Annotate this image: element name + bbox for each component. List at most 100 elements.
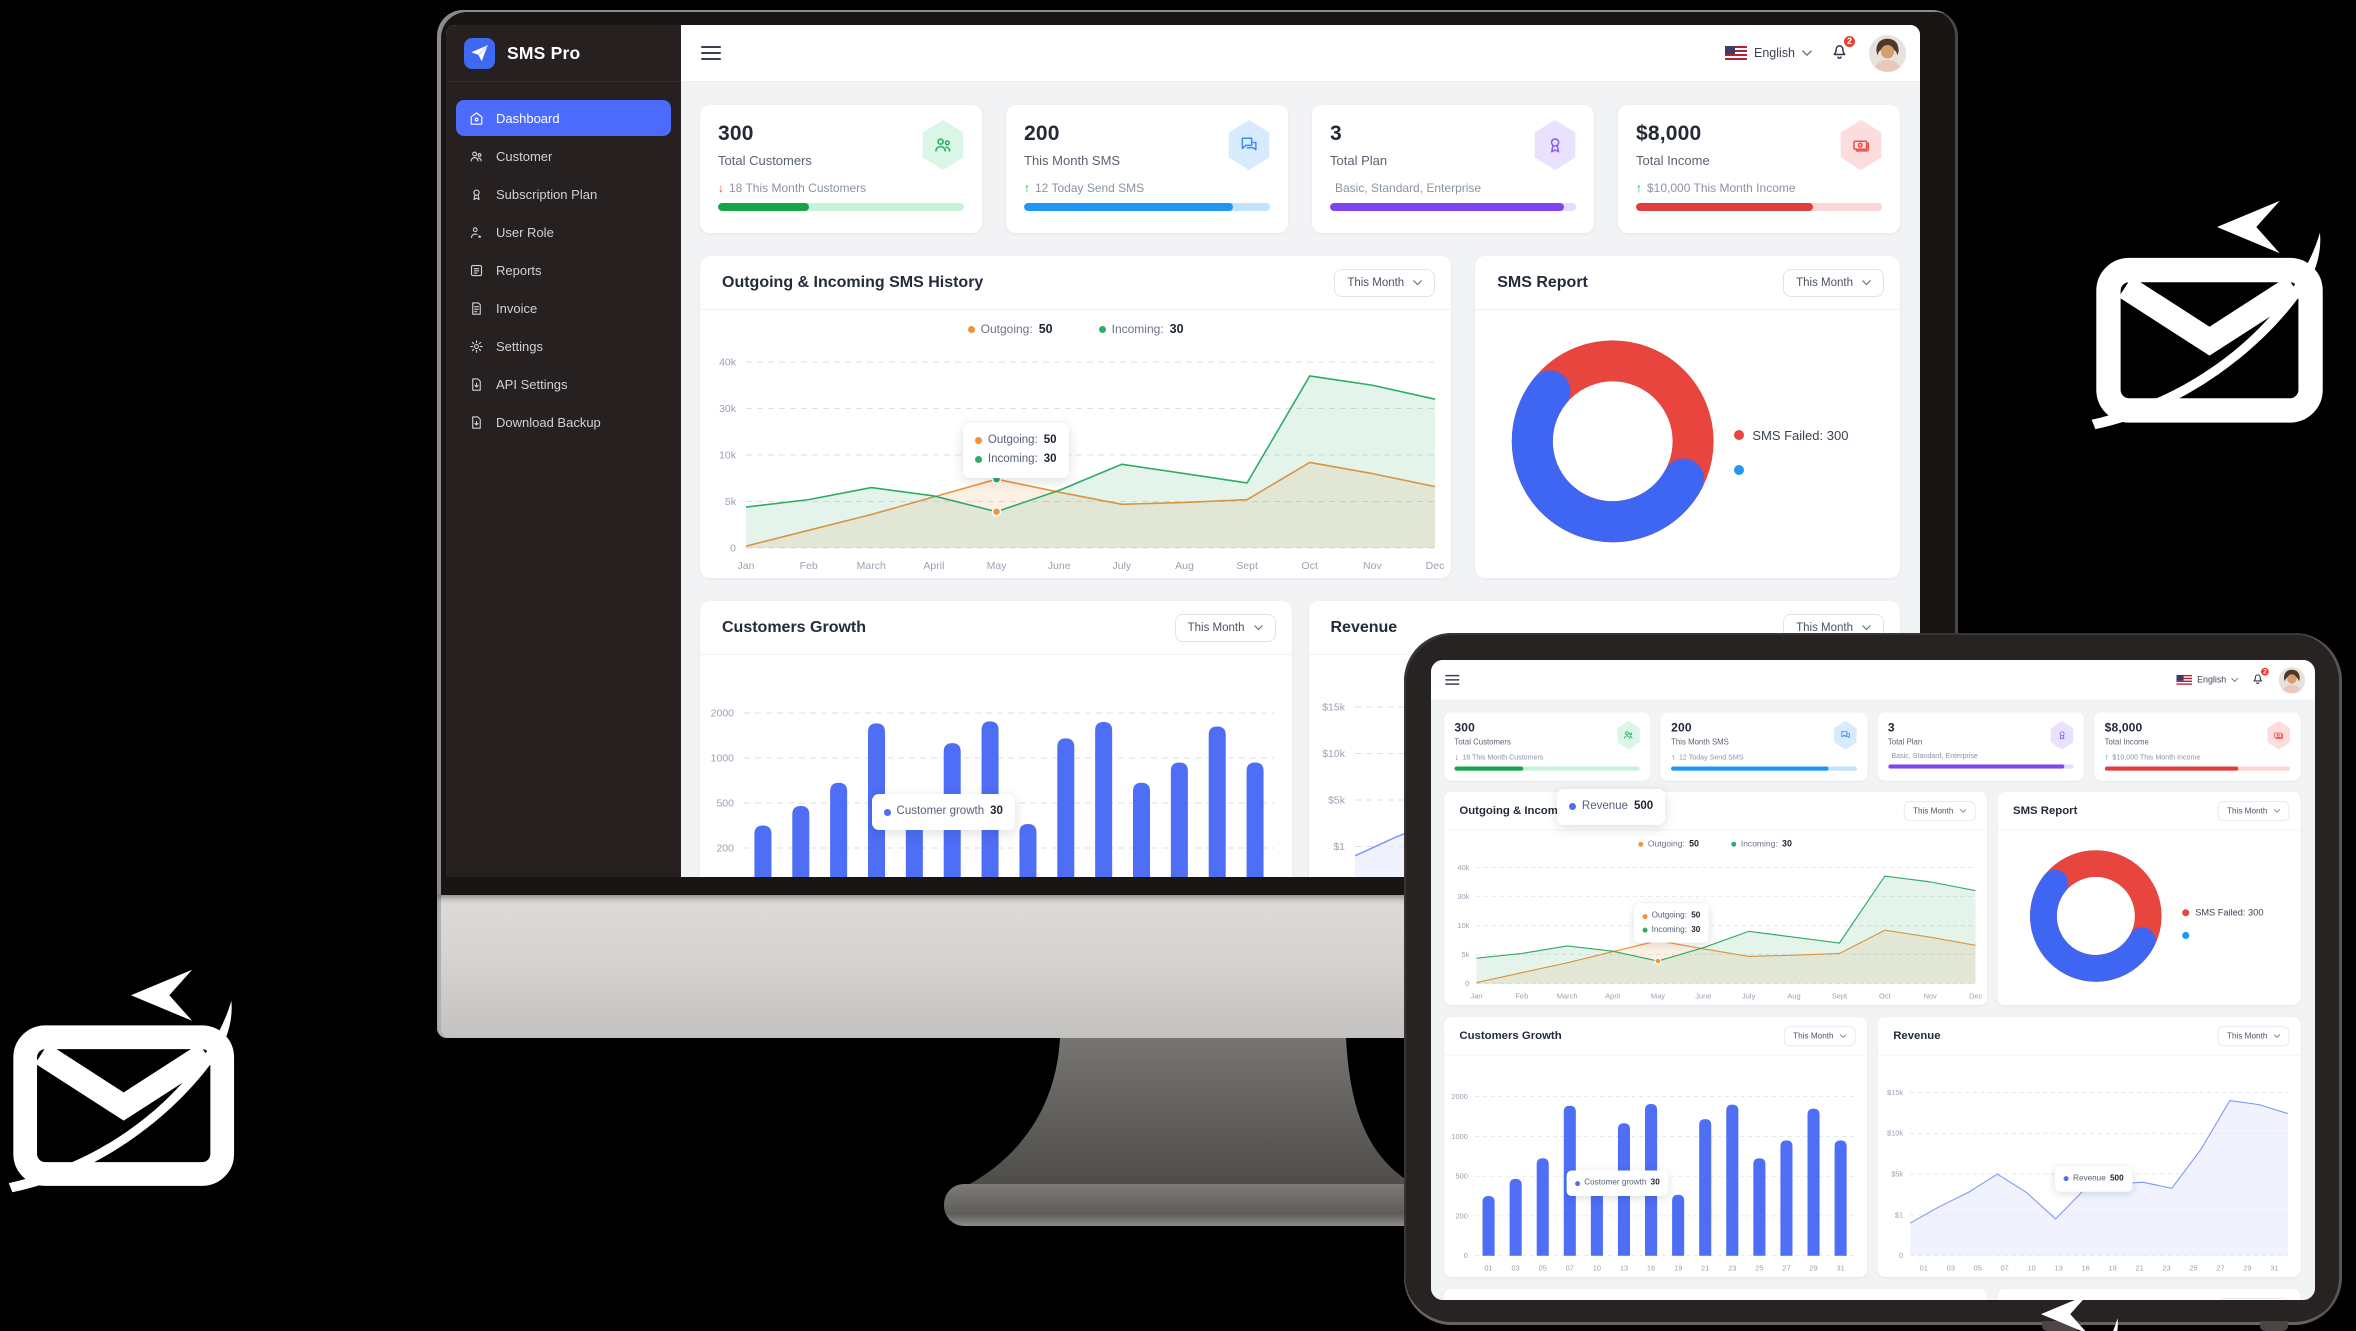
notifications-button[interactable]: 2 (1829, 33, 1857, 67)
filter-dropdown[interactable]: This Month (2217, 1026, 2290, 1047)
tablet-edge-button (2260, 1321, 2288, 1331)
svg-text:05: 05 (1974, 1264, 1982, 1273)
stat-subtext: Basic, Standard, Enterprise (1891, 752, 1978, 761)
stat-value: 3 (1330, 122, 1342, 145)
svg-text:07: 07 (1566, 1264, 1574, 1273)
sidebar-item-settings[interactable]: Settings (456, 328, 671, 364)
sidebar-item-download-backup[interactable]: Download Backup (456, 404, 671, 440)
sms-report-donut[interactable] (1475, 310, 1900, 578)
sidebar-item-user-role[interactable]: User Role (456, 214, 671, 250)
svg-text:Aug: Aug (1787, 992, 1800, 1001)
stat-card-total-plan: 3 Total Plan Basic, Standard, Enterprise (1877, 712, 2085, 781)
svg-text:23: 23 (2162, 1264, 2170, 1273)
arrow-up-icon: ↑ (1671, 752, 1676, 763)
svg-text:0: 0 (1464, 1251, 1468, 1260)
card-title: Revenue (1893, 1029, 1941, 1042)
card-title: Revenue (1330, 619, 1398, 636)
customers-growth-card: Customers Growth This Month 020050010002… (700, 601, 1292, 877)
svg-text:Dec: Dec (1426, 560, 1445, 572)
filter-dropdown[interactable]: This Month (1783, 269, 1884, 297)
cash-icon (1840, 120, 1882, 170)
svg-text:1000: 1000 (711, 753, 735, 765)
svg-text:03: 03 (1947, 1264, 1955, 1273)
stat-label: Total Customers (718, 153, 812, 168)
avatar[interactable] (1869, 34, 1906, 72)
chevron-down-icon (1862, 280, 1871, 286)
svg-text:April: April (1605, 992, 1620, 1001)
sms-report-donut[interactable] (1997, 830, 2300, 1005)
reports-icon (470, 264, 483, 276)
svg-text:10: 10 (2028, 1264, 2036, 1273)
svg-text:$5k: $5k (1328, 795, 1346, 807)
svg-text:Dec: Dec (1969, 992, 1983, 1001)
gear-icon (470, 339, 483, 353)
sidebar-item-invoice[interactable]: Invoice (456, 290, 671, 326)
app-logo[interactable]: SMS Pro (446, 25, 681, 82)
filter-dropdown[interactable]: This Month (1903, 801, 1976, 822)
stat-value: $8,000 (2104, 721, 2143, 735)
filter-dropdown[interactable]: This Month (1783, 1026, 1856, 1047)
svg-text:01: 01 (1484, 1264, 1492, 1273)
filter-dropdown[interactable]: This Month (2217, 801, 2290, 822)
avatar[interactable] (2278, 666, 2306, 694)
stat-value: 200 (1024, 122, 1060, 145)
stat-card-total-plan: 3 Total Plan Basic, Standard, Enterprise (1312, 105, 1594, 233)
svg-text:5k: 5k (1461, 950, 1469, 959)
chart-tooltip: Customer growth 30 (1566, 1170, 1669, 1196)
stat-card-total-customers: 300 Total Customers ↓ 18 This Month Cust… (1443, 712, 1651, 781)
arrow-up-icon: ↑ (1636, 181, 1642, 195)
svg-text:19: 19 (2108, 1264, 2116, 1273)
svg-text:July: July (1112, 560, 1131, 572)
language-selector[interactable]: English (2176, 674, 2239, 685)
sms-history-chart[interactable]: 0 5k 10k 30k 40k Jan Feb March April May June July A… (700, 310, 1451, 578)
svg-text:Aug: Aug (1175, 560, 1194, 572)
avatar-photo (1869, 34, 1906, 72)
filter-dropdown[interactable]: This Month (1174, 614, 1276, 642)
svg-text:40k: 40k (1457, 863, 1469, 872)
stat-card-total-income: $8,000 Total Income ↑ $10,000 This Month… (1618, 105, 1900, 233)
svg-text:Jan: Jan (1470, 992, 1482, 1001)
svg-text:23: 23 (1728, 1264, 1736, 1273)
sms-history-chart[interactable]: 0 5k 10k 30k 40k Jan Feb March April May June July A… (1444, 830, 1987, 1005)
legend-dot-outgoing (967, 325, 975, 333)
sidebar-item-reports[interactable]: Reports (456, 252, 671, 288)
svg-text:0: 0 (1899, 1251, 1903, 1260)
svg-text:25: 25 (2189, 1264, 2197, 1273)
progress-track (1330, 203, 1576, 211)
menu-icon[interactable] (701, 46, 721, 60)
filter-dropdown[interactable]: This Month (2217, 1298, 2290, 1300)
chevron-down-icon (2273, 809, 2281, 813)
filter-dropdown[interactable]: This Month (1334, 269, 1436, 297)
language-selector[interactable]: English (1725, 46, 1812, 60)
sidebar-item-dashboard[interactable]: Dashboard (456, 100, 671, 136)
dashboard: English 2 (1431, 660, 2315, 1300)
sidebar: SMS Pro Dashboard Customer Subscription … (446, 25, 681, 877)
sidebar-item-subscription-plan[interactable]: Subscription Plan (456, 176, 671, 212)
customers-growth-chart[interactable]: 0200500100020000103050710131619212325272… (700, 655, 1292, 877)
svg-text:March: March (1557, 992, 1578, 1001)
progress-fill (1454, 766, 1524, 771)
revenue-card: Revenue This Month 0 $1 $5k $10k $15k 01 03 05 0… (1877, 1017, 2301, 1277)
sidebar-menu: Dashboard Customer Subscription Plan Use… (446, 82, 681, 460)
svg-text:27: 27 (1782, 1264, 1790, 1273)
users-group-icon (1617, 721, 1640, 750)
stat-value: 3 (1887, 721, 1895, 735)
progress-fill (1887, 764, 2065, 769)
stat-value: $8,000 (1636, 122, 1702, 145)
sidebar-item-customer[interactable]: Customer (456, 138, 671, 174)
svg-text:03: 03 (1512, 1264, 1520, 1273)
progress-fill (718, 203, 810, 211)
svg-text:13: 13 (1620, 1264, 1628, 1273)
progress-fill (1330, 203, 1564, 211)
chat-icon (1834, 721, 1857, 750)
arrow-up-icon: ↑ (1024, 181, 1030, 195)
svg-text:July: July (1742, 992, 1756, 1001)
language-label: English (2197, 674, 2227, 685)
progress-track (1454, 766, 1640, 771)
sidebar-item-api-settings[interactable]: API Settings (456, 366, 671, 402)
svg-text:$15k: $15k (1887, 1088, 1903, 1097)
charts-row-1: Outgoing & Incoming SMS History This Mon… (700, 256, 1900, 578)
menu-icon[interactable] (1445, 674, 1460, 685)
notifications-button[interactable]: 2 (2250, 666, 2271, 689)
